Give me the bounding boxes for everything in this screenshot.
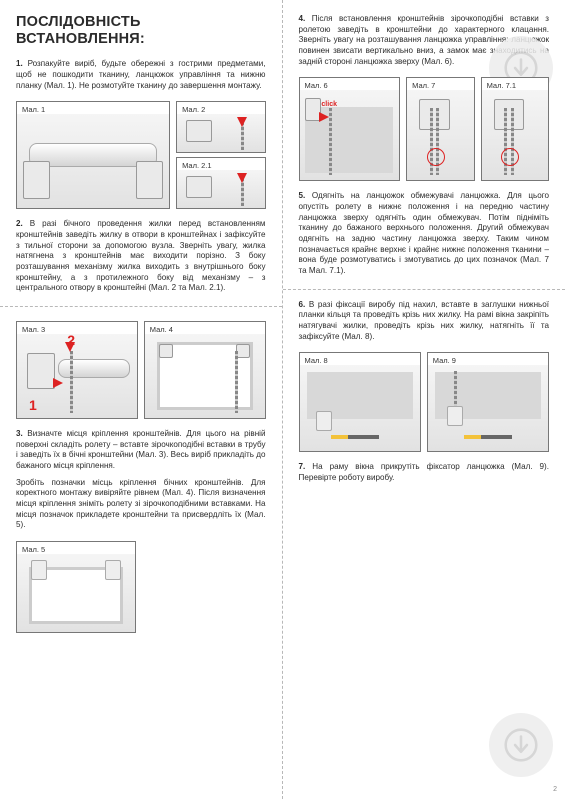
figure-4: Мал. 4 bbox=[144, 321, 266, 419]
watermark-icon-2 bbox=[489, 713, 553, 777]
step-3b-text: Зробіть позначки місць кріплення бічних … bbox=[16, 478, 266, 530]
figure-7-1-label: Мал. 7.1 bbox=[482, 78, 548, 90]
step-5-text: Одягніть на ланцюжок обмежувачі ланцюжка… bbox=[299, 191, 550, 275]
step-3a-text: Визначте місця кріплення кронштейнів. Дл… bbox=[16, 429, 266, 470]
figure-row-4: Мал. 6 click Мал. 7 Ма bbox=[299, 77, 550, 181]
figure-row-3: Мал. 5 bbox=[16, 541, 266, 633]
figure-2-1-label: Мал. 2.1 bbox=[177, 158, 264, 170]
figure-7: Мал. 7 bbox=[406, 77, 474, 181]
figure-2-label: Мал. 2 bbox=[177, 102, 264, 114]
figure-9: Мал. 9 bbox=[427, 352, 549, 452]
page: ПОСЛІДОВНІСТЬ ВСТАНОВЛЕННЯ: 1. Розпакуйт… bbox=[0, 0, 565, 799]
step-6-num: 6. bbox=[299, 300, 306, 309]
figure-7-label: Мал. 7 bbox=[407, 78, 473, 90]
step-7-text: На раму вікна прикрутіть фіксатор ланцюж… bbox=[299, 462, 550, 482]
left-column: ПОСЛІДОВНІСТЬ ВСТАНОВЛЕННЯ: 1. Розпакуйт… bbox=[0, 0, 283, 799]
step-3a: 3. Визначте місця кріплення кронштейнів.… bbox=[16, 429, 266, 472]
divider-right bbox=[283, 289, 565, 290]
figure-6: Мал. 6 click bbox=[299, 77, 401, 181]
figure-3-label: Мал. 3 bbox=[17, 322, 137, 334]
step-7-num: 7. bbox=[299, 462, 306, 471]
figure-row-1: Мал. 1 Мал. 2 Мал. 2.1 bbox=[16, 101, 266, 209]
step-5: 5. Одягніть на ланцюжок обмежувачі ланцю… bbox=[299, 191, 550, 276]
figure-1: Мал. 1 bbox=[16, 101, 170, 209]
step-2-num: 2. bbox=[16, 219, 23, 228]
step-2-text: В разі бічного проведення жилки перед вс… bbox=[16, 219, 266, 292]
step-1: 1. Розпакуйте виріб, будьте обережні з г… bbox=[16, 59, 266, 91]
page-number: 2 bbox=[553, 786, 557, 793]
figure-5-label: Мал. 5 bbox=[17, 542, 135, 554]
badge-1: 1 bbox=[29, 397, 37, 413]
figure-6-label: Мал. 6 bbox=[300, 78, 400, 90]
figure-8-label: Мал. 8 bbox=[300, 353, 420, 365]
figure-8: Мал. 8 bbox=[299, 352, 421, 452]
right-column: 4. Після встановлення кронштейнів зірочк… bbox=[283, 0, 565, 799]
figure-9-label: Мал. 9 bbox=[428, 353, 548, 365]
divider-left bbox=[0, 306, 282, 307]
step-4-num: 4. bbox=[299, 14, 306, 23]
step-5-num: 5. bbox=[299, 191, 306, 200]
figure-row-2: Мал. 3 1 2 Мал. 4 bbox=[16, 321, 266, 419]
badge-2: 2 bbox=[67, 332, 75, 348]
step-3-num: 3. bbox=[16, 429, 23, 438]
figure-5: Мал. 5 bbox=[16, 541, 136, 633]
figure-4-label: Мал. 4 bbox=[145, 322, 265, 334]
step-2: 2. В разі бічного проведення жилки перед… bbox=[16, 219, 266, 294]
step-1-num: 1. bbox=[16, 59, 23, 68]
click-label: click bbox=[321, 101, 337, 108]
step-6-text: В разі фіксації виробу під нахил, вставт… bbox=[299, 300, 550, 341]
figure-2-1: Мал. 2.1 bbox=[176, 157, 265, 209]
figure-row-5: Мал. 8 Мал. 9 bbox=[299, 352, 550, 452]
step-1-text: Розпакуйте виріб, будьте обережні з гост… bbox=[16, 59, 266, 89]
step-7: 7. На раму вікна прикрутіть фіксатор лан… bbox=[299, 462, 550, 483]
figure-1-label: Мал. 1 bbox=[17, 102, 169, 114]
figure-2: Мал. 2 bbox=[176, 101, 265, 153]
step-3b: Зробіть позначки місць кріплення бічних … bbox=[16, 478, 266, 531]
step-6: 6. В разі фіксації виробу під нахил, вст… bbox=[299, 300, 550, 343]
figure-7-1: Мал. 7.1 bbox=[481, 77, 549, 181]
section-title: ПОСЛІДОВНІСТЬ ВСТАНОВЛЕННЯ: bbox=[16, 14, 266, 47]
figure-3: Мал. 3 1 2 bbox=[16, 321, 138, 419]
